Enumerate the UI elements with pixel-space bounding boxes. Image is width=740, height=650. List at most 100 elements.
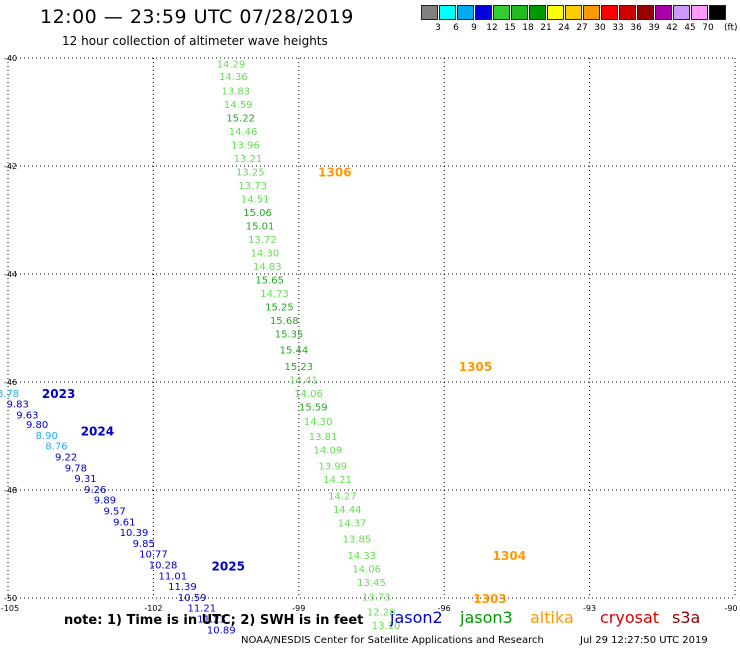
- wave-height-value: 14.36: [219, 72, 248, 83]
- legend-tick-label: 24: [558, 23, 570, 33]
- track-id-label: 1306: [318, 165, 351, 179]
- lat-axis-label: -48: [4, 486, 17, 495]
- wave-height-value: 15.65: [255, 275, 284, 286]
- wave-height-value: 15.44: [280, 346, 309, 357]
- satellite-jason2: jason2: [390, 608, 443, 627]
- legend-tick-label: 30: [594, 23, 606, 33]
- lon-axis-label: -102: [144, 604, 162, 613]
- wave-height-value: 14.33: [347, 551, 376, 562]
- wave-height-value: 15.06: [243, 208, 272, 219]
- legend-tick-label: 39: [648, 23, 660, 33]
- legend-swatch: [565, 5, 582, 20]
- credit-line: NOAA/NESDIS Center for Satellite Applica…: [241, 635, 544, 646]
- track-id-label: 1304: [493, 549, 526, 563]
- wave-height-value: 14.44: [333, 505, 362, 516]
- track-id-label: 2025: [212, 560, 245, 574]
- wave-height-value: 9.26: [84, 485, 106, 496]
- wave-height-value: 9.85: [133, 539, 155, 550]
- page-subtitle: 12 hour collection of altimeter wave hei…: [62, 34, 328, 48]
- wave-height-value: 13.85: [343, 535, 372, 546]
- wave-height-value: 13.21: [234, 154, 263, 165]
- wave-height-value: 10.77: [139, 550, 168, 561]
- satellite-jason3: jason3: [460, 608, 513, 627]
- wave-height-value: 14.51: [241, 194, 270, 205]
- legend-swatch: [421, 5, 438, 20]
- wave-height-value: 10.28: [149, 561, 178, 572]
- legend-swatch: [439, 5, 456, 20]
- lat-axis-label: -46: [4, 378, 17, 387]
- wave-height-value: 9.61: [113, 517, 135, 528]
- footnote: note: 1) Time is in UTC; 2) SWH is in fe…: [64, 613, 364, 628]
- legend-swatch: [457, 5, 474, 20]
- wave-height-value: 15.35: [275, 329, 304, 340]
- wave-height-value: 13.10: [372, 621, 401, 632]
- wave-height-value: 9.80: [26, 420, 48, 431]
- wave-height-value: 14.30: [251, 248, 280, 259]
- wave-height-value: 13.73: [362, 592, 391, 603]
- wave-height-value: 13.25: [236, 167, 265, 178]
- wave-height-value: 11.21: [188, 604, 217, 615]
- wave-height-value: 14.29: [217, 59, 246, 70]
- legend-tick-label: 45: [684, 23, 696, 33]
- lon-axis-label: -90: [724, 604, 737, 613]
- wave-height-value: 14.46: [229, 127, 258, 138]
- lon-axis-label: -96: [438, 604, 451, 613]
- legend-swatch: [511, 5, 528, 20]
- lat-axis-label: -42: [4, 162, 17, 171]
- page-title: 12:00 — 23:59 UTC 07/28/2019: [40, 6, 354, 28]
- legend-tick-label: 3: [435, 23, 441, 33]
- wave-height-value: 15.25: [265, 302, 294, 313]
- wave-height-value: 13.72: [248, 235, 277, 246]
- wave-height-value: 13.45: [357, 578, 386, 589]
- satellite-altika: altika: [530, 608, 574, 627]
- satellite-s3a: s3a: [672, 608, 701, 627]
- track-id-label: 2024: [81, 425, 114, 439]
- wave-height-value: 8.90: [36, 431, 58, 442]
- legend-tick-label: 9: [471, 23, 477, 33]
- wave-height-value: 13.81: [309, 432, 338, 443]
- wave-height-value: 13.73: [238, 181, 267, 192]
- wave-height-value: 15.23: [284, 362, 313, 373]
- wave-height-value: 9.89: [94, 496, 116, 507]
- wave-height-value: 10.39: [120, 528, 149, 539]
- wave-height-value: 11.01: [158, 571, 187, 582]
- wave-height-value: 12.28: [367, 608, 396, 619]
- legend-swatch: [655, 5, 672, 20]
- legend-unit: (ft): [724, 23, 738, 33]
- legend-swatch: [673, 5, 690, 20]
- legend-tick-label: 27: [576, 23, 588, 33]
- legend-tick-label: 18: [522, 23, 534, 33]
- legend-tick-label: 6: [453, 23, 459, 33]
- lon-axis-label: -105: [1, 604, 19, 613]
- wave-height-value: 13.83: [221, 86, 250, 97]
- wave-height-value: 14.41: [289, 375, 318, 386]
- wave-height-value: 9.83: [7, 400, 29, 411]
- wave-height-value: 14.37: [338, 518, 367, 529]
- lon-axis-label: -93: [583, 604, 596, 613]
- wave-height-value: 15.01: [246, 221, 275, 232]
- wave-height-value: 14.06: [352, 564, 381, 575]
- lon-axis-label: -99: [292, 604, 305, 613]
- lat-axis-label: -50: [4, 594, 17, 603]
- wave-height-value: 10.59: [178, 593, 207, 604]
- track-id-label: 1305: [459, 360, 492, 374]
- wave-height-value: 15.68: [270, 316, 299, 327]
- wave-height-value: 8.78: [0, 389, 19, 400]
- satellite-cryosat: cryosat: [600, 608, 660, 627]
- wave-height-value: 14.27: [328, 491, 357, 502]
- legend-swatch: [691, 5, 708, 20]
- wave-height-value: 9.57: [103, 507, 125, 518]
- wave-height-value: 13.96: [231, 140, 260, 151]
- lat-axis-label: -44: [4, 270, 17, 279]
- generated-timestamp: Jul 29 12:27:50 UTC 2019: [580, 635, 708, 646]
- wave-height-value: 13.99: [318, 462, 347, 473]
- wave-height-value: 14.21: [323, 475, 352, 486]
- wave-height-value: 14.83: [253, 262, 282, 273]
- legend-swatch: [709, 5, 726, 20]
- legend-tick-label: 33: [612, 23, 624, 33]
- wave-height-value: 9.31: [74, 474, 96, 485]
- wave-height-value: 8.76: [45, 442, 67, 453]
- wave-height-value: 15.59: [299, 402, 328, 413]
- wave-height-value: 14.09: [314, 446, 343, 457]
